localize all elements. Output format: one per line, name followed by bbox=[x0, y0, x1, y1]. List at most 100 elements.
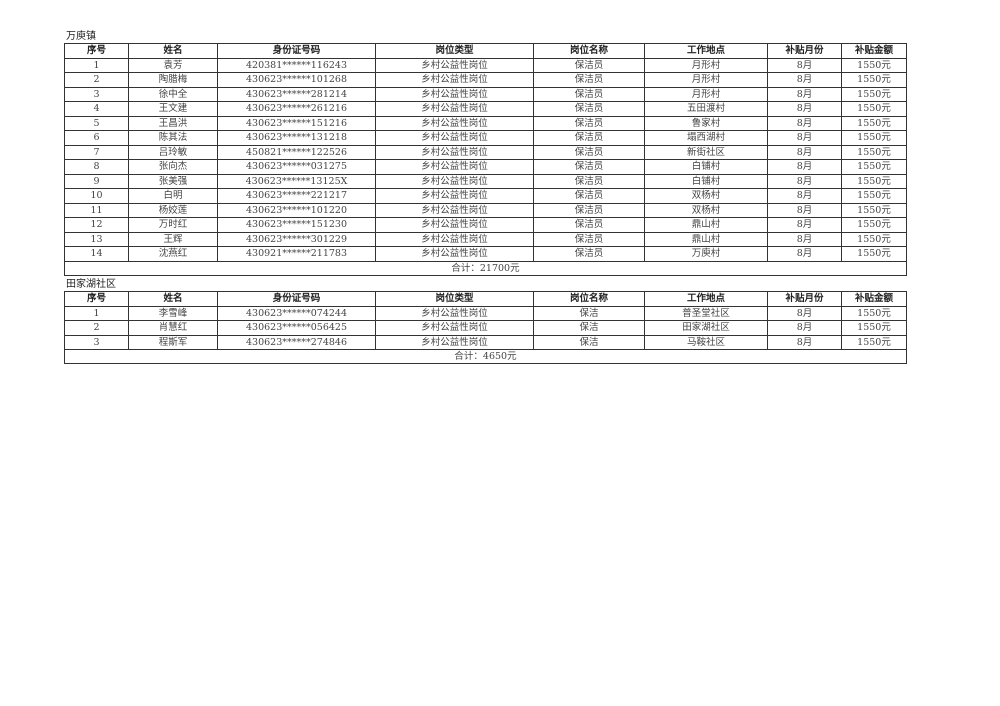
cell-subsidy-month: 8月 bbox=[767, 188, 842, 204]
header-work-location: 工作地点 bbox=[644, 291, 768, 307]
cell-id-number: 450821******122526 bbox=[217, 144, 376, 160]
header-row: 序号 姓名 身份证号码 岗位类型 岗位名称 工作地点 补贴月份 补贴金额 bbox=[64, 43, 907, 59]
total-cell: 合计：21700元 bbox=[64, 260, 907, 276]
cell-seq: 7 bbox=[64, 144, 129, 160]
table-row: 11 杨姣莲 430623******101220 乡村公益性岗位 保洁员 双杨村 8月 15… bbox=[64, 202, 907, 218]
cell-subsidy-amount: 1550元 bbox=[841, 57, 907, 73]
cell-subsidy-month: 8月 bbox=[767, 144, 842, 160]
cell-work-location: 万庾村 bbox=[644, 246, 768, 262]
cell-name: 吕玲敏 bbox=[128, 144, 218, 160]
cell-post-name: 保洁 bbox=[533, 305, 645, 321]
cell-id-number: 430623******13125X bbox=[217, 173, 376, 189]
header-subsidy-amount: 补贴金额 bbox=[841, 43, 907, 59]
cell-seq: 9 bbox=[64, 173, 129, 189]
cell-subsidy-amount: 1550元 bbox=[841, 334, 907, 350]
cell-post-name: 保洁 bbox=[533, 320, 645, 336]
table-row: 12 万时红 430623******151230 乡村公益性岗位 保洁员 鼎山村 8月 15… bbox=[64, 217, 907, 233]
cell-subsidy-month: 8月 bbox=[767, 217, 842, 233]
cell-post-name: 保洁员 bbox=[533, 72, 645, 88]
cell-work-location: 塌西湖村 bbox=[644, 130, 768, 146]
cell-post-type: 乡村公益性岗位 bbox=[375, 86, 534, 102]
subsidy-table: 序号 姓名 身份证号码 岗位类型 岗位名称 工作地点 补贴月份 补贴金额 1 李雪峰 430623*… bbox=[64, 291, 907, 364]
cell-subsidy-amount: 1550元 bbox=[841, 101, 907, 117]
cell-name: 陶腊梅 bbox=[128, 72, 218, 88]
section-1: 万庾镇 序号 姓名 身份证号码 岗位类型 岗位名称 工作地点 补贴月份 补贴金额 1 袁芳 42038… bbox=[64, 30, 907, 276]
total-cell: 合计：4650元 bbox=[64, 349, 907, 364]
table-row: 9 张美强 430623******13125X 乡村公益性岗位 保洁员 白铺村 8月 155… bbox=[64, 173, 907, 189]
cell-post-name: 保洁员 bbox=[533, 231, 645, 247]
cell-work-location: 白铺村 bbox=[644, 159, 768, 175]
cell-work-location: 月形村 bbox=[644, 86, 768, 102]
cell-post-type: 乡村公益性岗位 bbox=[375, 334, 534, 350]
section-2: 田家湖社区 序号 姓名 身份证号码 岗位类型 岗位名称 工作地点 补贴月份 补贴金额 1 李雪峰 43… bbox=[64, 278, 907, 364]
cell-seq: 4 bbox=[64, 101, 129, 117]
cell-post-name: 保洁员 bbox=[533, 86, 645, 102]
cell-seq: 1 bbox=[64, 57, 129, 73]
cell-subsidy-amount: 1550元 bbox=[841, 217, 907, 233]
subsidy-table: 序号 姓名 身份证号码 岗位类型 岗位名称 工作地点 补贴月份 补贴金额 1 袁芳 420381**… bbox=[64, 43, 907, 276]
cell-post-name: 保洁员 bbox=[533, 173, 645, 189]
cell-seq: 1 bbox=[64, 305, 129, 321]
cell-seq: 2 bbox=[64, 320, 129, 336]
cell-name: 陈其法 bbox=[128, 130, 218, 146]
cell-post-type: 乡村公益性岗位 bbox=[375, 101, 534, 117]
table-row: 6 陈其法 430623******131218 乡村公益性岗位 保洁员 塌西湖村 8月 15… bbox=[64, 130, 907, 146]
cell-name: 张向杰 bbox=[128, 159, 218, 175]
cell-subsidy-month: 8月 bbox=[767, 86, 842, 102]
cell-post-name: 保洁员 bbox=[533, 101, 645, 117]
cell-name: 王文建 bbox=[128, 101, 218, 117]
cell-seq: 10 bbox=[64, 188, 129, 204]
header-row: 序号 姓名 身份证号码 岗位类型 岗位名称 工作地点 补贴月份 补贴金额 bbox=[64, 291, 907, 307]
cell-work-location: 鼎山村 bbox=[644, 217, 768, 233]
cell-post-type: 乡村公益性岗位 bbox=[375, 115, 534, 131]
header-post-type: 岗位类型 bbox=[375, 43, 534, 59]
table-row: 1 李雪峰 430623******074244 乡村公益性岗位 保洁 普圣堂社区 8月 15… bbox=[64, 305, 907, 321]
cell-name: 肖慧红 bbox=[128, 320, 218, 336]
cell-work-location: 田家湖社区 bbox=[644, 320, 768, 336]
cell-post-type: 乡村公益性岗位 bbox=[375, 217, 534, 233]
header-id-number: 身份证号码 bbox=[217, 43, 376, 59]
cell-subsidy-month: 8月 bbox=[767, 334, 842, 350]
cell-id-number: 430623******274846 bbox=[217, 334, 376, 350]
cell-seq: 2 bbox=[64, 72, 129, 88]
cell-post-type: 乡村公益性岗位 bbox=[375, 173, 534, 189]
table-row: 3 徐中全 430623******281214 乡村公益性岗位 保洁员 月形村 8月 155… bbox=[64, 86, 907, 102]
cell-post-type: 乡村公益性岗位 bbox=[375, 202, 534, 218]
cell-subsidy-month: 8月 bbox=[767, 202, 842, 218]
table-row: 14 沈燕红 430921******211783 乡村公益性岗位 保洁员 万庾村 8月 15… bbox=[64, 246, 907, 262]
total-row: 合计：21700元 bbox=[64, 260, 907, 276]
cell-name: 程斯军 bbox=[128, 334, 218, 350]
cell-work-location: 鼎山村 bbox=[644, 231, 768, 247]
cell-subsidy-month: 8月 bbox=[767, 231, 842, 247]
table-row: 13 王辉 430623******301229 乡村公益性岗位 保洁员 鼎山村 8月 155… bbox=[64, 231, 907, 247]
cell-subsidy-amount: 1550元 bbox=[841, 130, 907, 146]
cell-post-type: 乡村公益性岗位 bbox=[375, 72, 534, 88]
cell-work-location: 月形村 bbox=[644, 72, 768, 88]
cell-name: 万时红 bbox=[128, 217, 218, 233]
cell-post-name: 保洁员 bbox=[533, 217, 645, 233]
cell-id-number: 430921******211783 bbox=[217, 246, 376, 262]
cell-seq: 12 bbox=[64, 217, 129, 233]
cell-post-name: 保洁员 bbox=[533, 115, 645, 131]
cell-id-number: 430623******281214 bbox=[217, 86, 376, 102]
cell-subsidy-amount: 1550元 bbox=[841, 115, 907, 131]
header-seq: 序号 bbox=[64, 291, 129, 307]
cell-name: 袁芳 bbox=[128, 57, 218, 73]
cell-subsidy-month: 8月 bbox=[767, 320, 842, 336]
cell-name: 徐中全 bbox=[128, 86, 218, 102]
cell-work-location: 月形村 bbox=[644, 57, 768, 73]
cell-subsidy-amount: 1550元 bbox=[841, 173, 907, 189]
header-id-number: 身份证号码 bbox=[217, 291, 376, 307]
cell-post-type: 乡村公益性岗位 bbox=[375, 188, 534, 204]
cell-subsidy-month: 8月 bbox=[767, 57, 842, 73]
section-title: 田家湖社区 bbox=[66, 279, 116, 290]
cell-post-name: 保洁员 bbox=[533, 144, 645, 160]
cell-post-type: 乡村公益性岗位 bbox=[375, 57, 534, 73]
cell-id-number: 430623******131218 bbox=[217, 130, 376, 146]
cell-id-number: 430623******221217 bbox=[217, 188, 376, 204]
cell-post-type: 乡村公益性岗位 bbox=[375, 231, 534, 247]
cell-subsidy-month: 8月 bbox=[767, 72, 842, 88]
header-subsidy-month: 补贴月份 bbox=[767, 43, 842, 59]
table-row: 3 程斯军 430623******274846 乡村公益性岗位 保洁 马鞍社区 8月 155… bbox=[64, 334, 907, 350]
cell-seq: 13 bbox=[64, 231, 129, 247]
